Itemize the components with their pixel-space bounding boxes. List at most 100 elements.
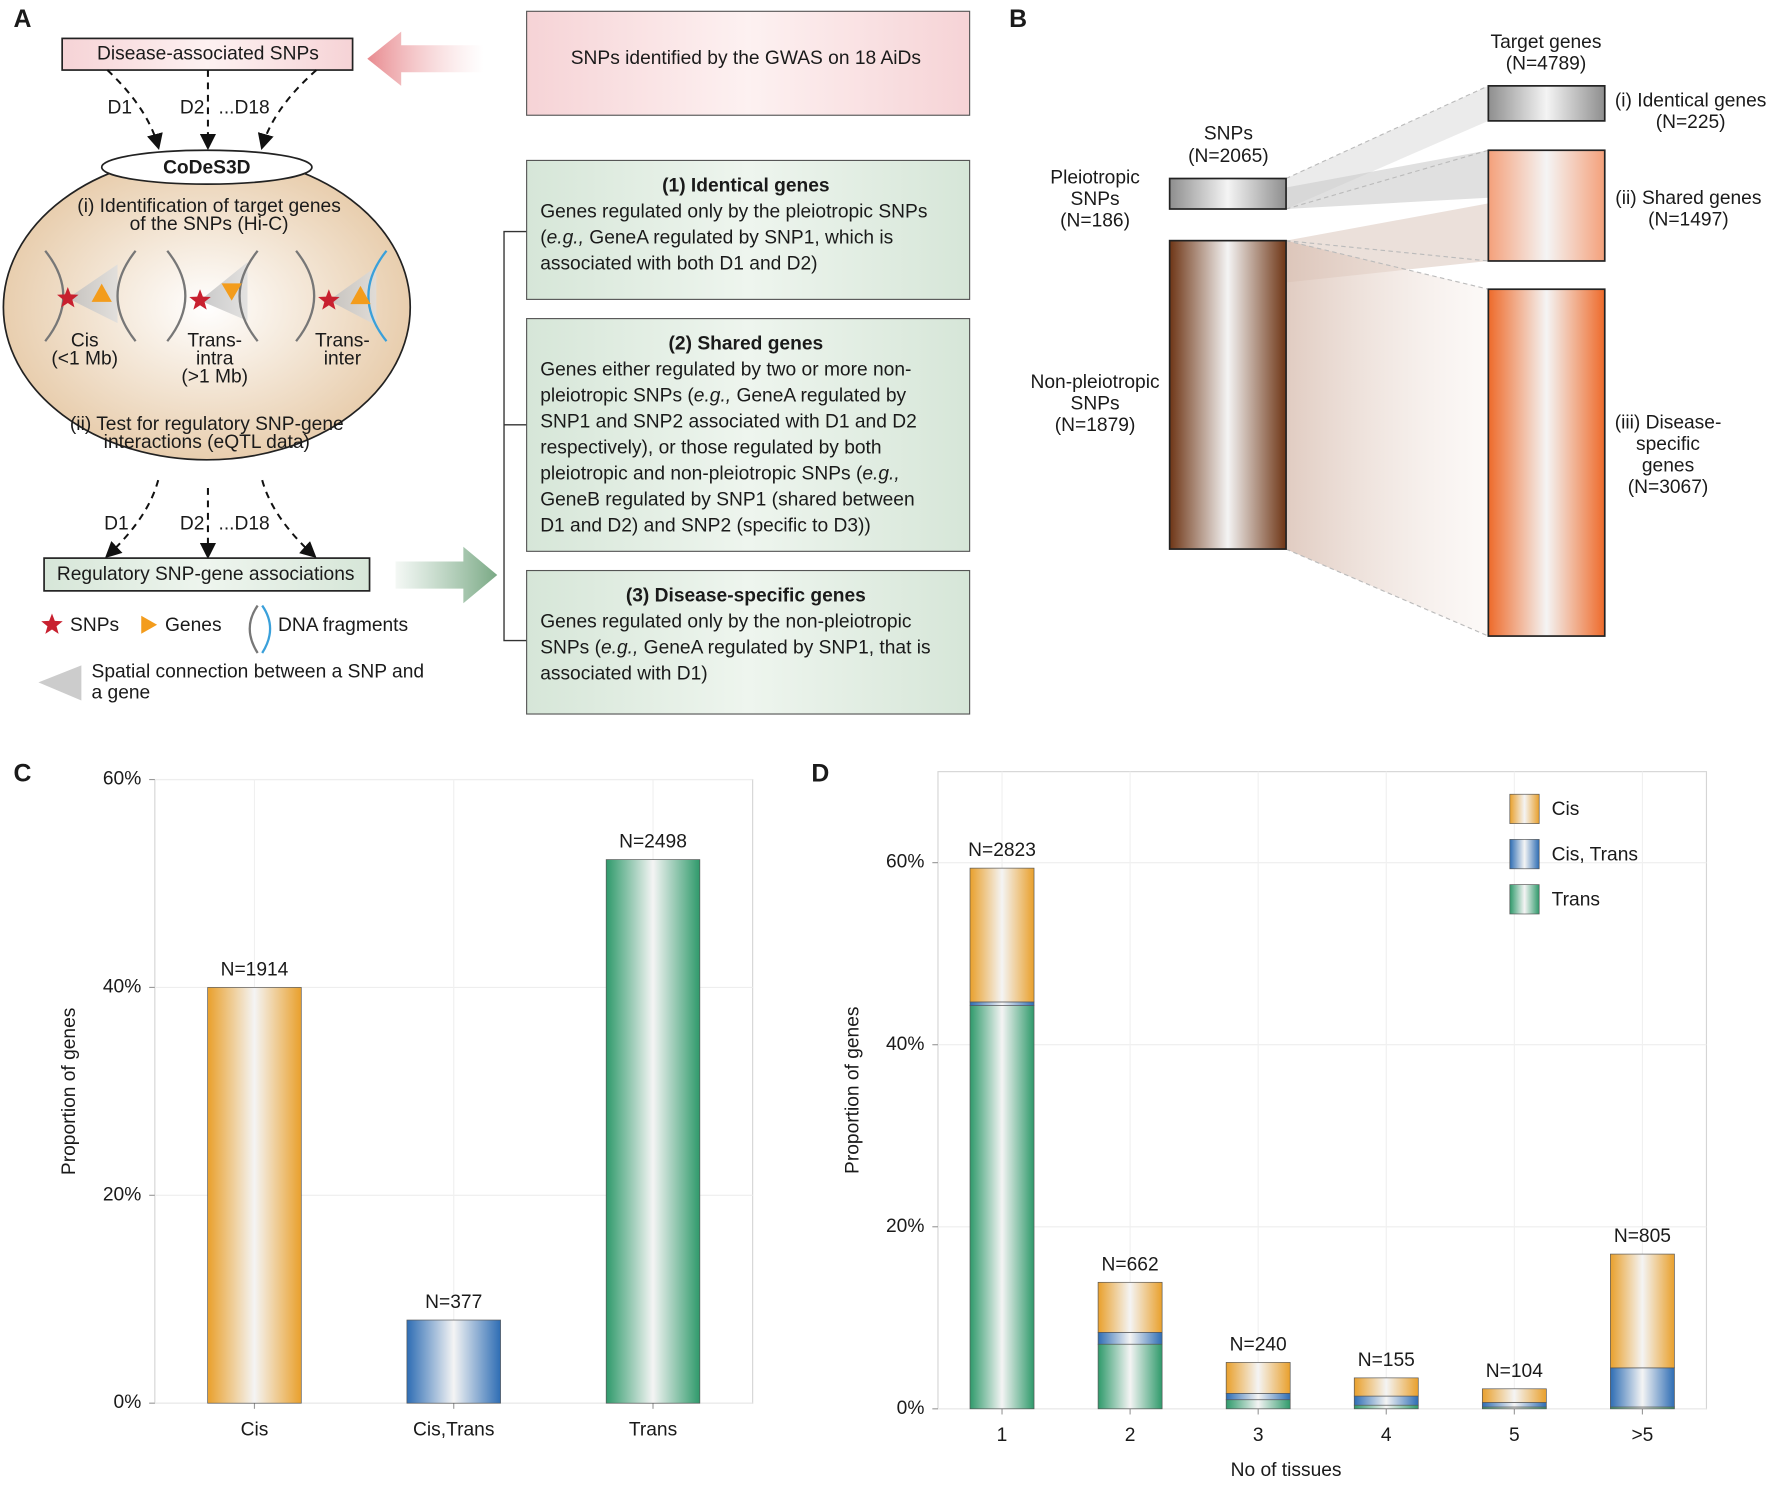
text-segment: respectively), or those regulated by bot… bbox=[540, 438, 881, 459]
y-tick-label: 20% bbox=[886, 1216, 924, 1237]
x-tick-label: Cis,Trans bbox=[413, 1419, 494, 1440]
text-segment: associated with both D1 and D2) bbox=[540, 253, 817, 274]
node-label: (N=1879) bbox=[1055, 415, 1136, 436]
gene-icon bbox=[221, 283, 242, 301]
arrow-label: D1 bbox=[108, 98, 133, 119]
interaction-type: inter bbox=[324, 348, 362, 369]
x-tick-label: 3 bbox=[1253, 1425, 1264, 1446]
dna-fragment bbox=[238, 250, 259, 342]
bar-annotation: N=805 bbox=[1614, 1226, 1671, 1247]
node-label: specific bbox=[1636, 434, 1700, 455]
node-label: (N=225) bbox=[1656, 112, 1726, 133]
snp-icon bbox=[189, 289, 211, 310]
bar-segment bbox=[969, 867, 1035, 1003]
node-label: Target genes bbox=[1491, 32, 1602, 53]
bar-segment bbox=[1353, 1404, 1419, 1410]
box-text: associated with both D1 and D2) bbox=[540, 253, 817, 274]
plot-frame bbox=[937, 771, 1708, 1410]
flow bbox=[1286, 240, 1489, 637]
interaction-type: (>1 Mb) bbox=[181, 366, 248, 387]
box bbox=[526, 159, 971, 300]
text-segment: SNP1 and SNP2 associated with D1 and D2 bbox=[540, 412, 917, 433]
node-label: (i) Identical genes bbox=[1615, 91, 1766, 112]
legend-text: DNA fragments bbox=[278, 615, 408, 636]
box-title: Disease-associated SNPs bbox=[97, 43, 319, 64]
box-text: D1 and D2) and SNP2 (specific to D3)) bbox=[540, 516, 871, 537]
x-tick-label: Trans bbox=[629, 1419, 677, 1440]
node-label: SNPs bbox=[1071, 189, 1120, 210]
box bbox=[43, 557, 371, 592]
flow-edge bbox=[1285, 149, 1489, 210]
box-text: Genes regulated only by the non-pleiotro… bbox=[540, 612, 912, 633]
snp-icon bbox=[57, 286, 79, 308]
dna-fragment bbox=[116, 250, 137, 342]
snp-icon bbox=[318, 289, 340, 310]
box-text: SNP1 and SNP2 associated with D1 and D2 bbox=[540, 412, 917, 433]
box-title: (2) Shared genes bbox=[669, 334, 824, 355]
bar bbox=[1487, 288, 1606, 637]
step-text: of the SNPs (Hi-C) bbox=[130, 214, 289, 235]
box bbox=[526, 10, 971, 116]
y-axis-title: Proportion of genes bbox=[59, 1008, 80, 1175]
gene-icon bbox=[350, 285, 371, 305]
interaction-type: Trans- bbox=[315, 330, 370, 351]
node-label: (N=4789) bbox=[1506, 53, 1587, 74]
interaction-type: intra bbox=[196, 348, 234, 369]
bar-annotation: N=240 bbox=[1230, 1335, 1287, 1356]
arrow-label: D2 bbox=[180, 98, 205, 119]
box-text: SNPs (e.g., GeneA regulated by SNP1, tha… bbox=[540, 638, 930, 659]
bar-segment bbox=[1481, 1402, 1547, 1408]
dna-fragment bbox=[261, 604, 272, 654]
flow-edge bbox=[1285, 85, 1489, 180]
step-text: (i) Identification of target genes bbox=[77, 196, 340, 217]
spatial-connection bbox=[67, 264, 118, 324]
step-text: (ii) Test for regulatory SNP-gene bbox=[70, 414, 344, 435]
y-tick-label: 40% bbox=[103, 976, 141, 997]
bar bbox=[1487, 149, 1606, 262]
y-tick-label: 40% bbox=[886, 1034, 924, 1055]
box bbox=[61, 37, 354, 71]
arrow-label: ...D18 bbox=[218, 513, 269, 534]
node-label: (N=186) bbox=[1060, 211, 1130, 232]
y-tick-label: 60% bbox=[886, 852, 924, 873]
flow-edge bbox=[1285, 240, 1489, 262]
interaction-type: (<1 Mb) bbox=[51, 348, 118, 369]
legend-text: a gene bbox=[92, 683, 151, 704]
arrow-label: D1 bbox=[104, 513, 129, 534]
box-text: pleiotropic SNPs (e.g., GeneA regulated … bbox=[540, 386, 906, 407]
y-tick-label: 20% bbox=[103, 1184, 141, 1205]
spatial-connection bbox=[200, 262, 248, 321]
text-segment: e.g., bbox=[694, 386, 731, 407]
x-tick-label: 5 bbox=[1509, 1425, 1520, 1446]
spatial-connection bbox=[38, 665, 82, 701]
box-text: Genes either regulated by two or more no… bbox=[540, 360, 911, 381]
bar-segment bbox=[1481, 1388, 1547, 1403]
x-axis-title: No of tissues bbox=[1231, 1460, 1342, 1480]
dashed-arrow bbox=[261, 479, 317, 559]
panel-label: A bbox=[14, 6, 32, 33]
box-title: (3) Disease-specific genes bbox=[626, 586, 866, 607]
bar bbox=[1487, 85, 1606, 122]
text-segment: pleiotropic and non-pleiotropic SNPs ( bbox=[540, 464, 863, 485]
box-text: respectively), or those regulated by bot… bbox=[540, 438, 881, 459]
spatial-connection bbox=[328, 266, 377, 326]
bar-segment bbox=[1225, 1393, 1291, 1401]
node-label: Pleiotropic bbox=[1050, 168, 1140, 189]
box-text: Genes regulated only by the pleiotropic … bbox=[540, 201, 927, 222]
node-label: (N=1497) bbox=[1648, 209, 1729, 230]
bar-segment bbox=[1353, 1377, 1419, 1397]
oval bbox=[100, 149, 313, 186]
box-text: associated with D1) bbox=[540, 664, 707, 685]
bar-segment bbox=[1610, 1253, 1675, 1369]
legend-swatch bbox=[1509, 793, 1540, 824]
text-segment: Genes regulated only by the non-pleiotro… bbox=[540, 612, 912, 633]
text-segment: e.g., bbox=[862, 464, 899, 485]
tool-name: CoDeS3D bbox=[163, 157, 251, 178]
x-tick-label: >5 bbox=[1631, 1425, 1653, 1446]
bar-segment bbox=[1097, 1281, 1163, 1333]
arrow-label: ...D18 bbox=[218, 98, 269, 119]
box-text: pleiotropic and non-pleiotropic SNPs (e.… bbox=[540, 464, 899, 485]
x-tick-label: 1 bbox=[997, 1425, 1008, 1446]
flow-edge bbox=[1285, 548, 1489, 637]
